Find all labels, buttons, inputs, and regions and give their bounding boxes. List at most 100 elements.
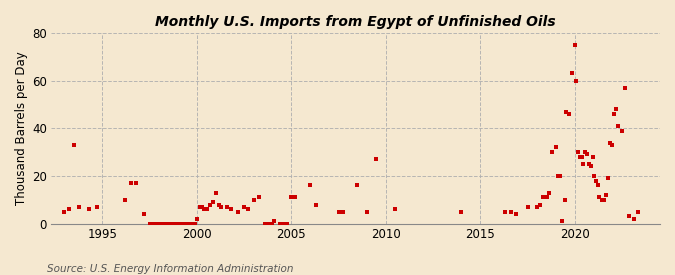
Point	[310, 202, 321, 207]
Point	[628, 217, 639, 221]
Point	[333, 210, 344, 214]
Point	[578, 162, 589, 166]
Point	[131, 181, 142, 185]
Point	[571, 78, 582, 83]
Text: Source: U.S. Energy Information Administration: Source: U.S. Energy Information Administ…	[47, 264, 294, 274]
Point	[182, 221, 193, 226]
Point	[84, 207, 95, 211]
Point	[150, 221, 161, 226]
Point	[633, 210, 644, 214]
Point	[188, 221, 198, 226]
Point	[624, 214, 634, 219]
Point	[371, 157, 382, 161]
Point	[171, 221, 182, 226]
Point	[305, 183, 316, 188]
Point	[559, 197, 570, 202]
Point	[592, 183, 603, 188]
Point	[152, 221, 163, 226]
Point	[233, 210, 244, 214]
Point	[254, 195, 265, 200]
Point	[594, 195, 605, 200]
Point	[174, 221, 185, 226]
Point	[605, 140, 616, 145]
Point	[213, 202, 224, 207]
Point	[290, 195, 300, 200]
Point	[178, 221, 189, 226]
Point	[148, 221, 159, 226]
Point	[601, 193, 612, 197]
Point	[522, 205, 533, 209]
Point	[263, 221, 273, 226]
Point	[259, 221, 270, 226]
Point	[584, 162, 595, 166]
Point	[338, 210, 349, 214]
Point	[572, 150, 583, 154]
Point	[163, 221, 174, 226]
Point	[155, 221, 166, 226]
Point	[586, 164, 597, 169]
Point	[456, 210, 467, 214]
Point	[159, 221, 170, 226]
Point	[186, 221, 196, 226]
Point	[184, 221, 194, 226]
Point	[207, 200, 218, 204]
Point	[582, 152, 593, 157]
Point	[216, 205, 227, 209]
Point	[535, 202, 545, 207]
Point	[352, 183, 363, 188]
Point	[532, 205, 543, 209]
Point	[269, 219, 279, 223]
Point	[574, 155, 585, 159]
Point	[608, 112, 619, 116]
Point	[541, 195, 552, 200]
Point	[286, 195, 297, 200]
Point	[242, 207, 253, 211]
Point	[225, 207, 236, 211]
Point	[154, 221, 165, 226]
Point	[564, 112, 574, 116]
Point	[610, 107, 621, 111]
Point	[567, 71, 578, 76]
Point	[192, 217, 202, 221]
Point	[570, 43, 580, 47]
Point	[161, 221, 172, 226]
Point	[267, 221, 278, 226]
Point	[620, 86, 630, 90]
Point	[511, 212, 522, 216]
Point	[553, 174, 564, 178]
Point	[561, 109, 572, 114]
Point	[167, 221, 178, 226]
Point	[144, 221, 155, 226]
Point	[278, 221, 289, 226]
Point	[591, 178, 601, 183]
Point	[281, 221, 292, 226]
Point	[606, 143, 617, 147]
Point	[190, 221, 200, 226]
Point	[68, 143, 79, 147]
Point	[73, 205, 84, 209]
Point	[617, 128, 628, 133]
Point	[169, 221, 180, 226]
Point	[146, 221, 157, 226]
Point	[547, 150, 558, 154]
Point	[199, 207, 210, 211]
Point	[362, 210, 373, 214]
Point	[196, 205, 207, 209]
Point	[221, 205, 232, 209]
Point	[180, 221, 191, 226]
Point	[138, 212, 149, 216]
Point	[194, 205, 205, 209]
Point	[506, 210, 516, 214]
Point	[537, 195, 548, 200]
Point	[157, 221, 168, 226]
Point	[205, 202, 215, 207]
Point	[173, 221, 184, 226]
Point	[176, 221, 187, 226]
Point	[275, 221, 286, 226]
Point	[265, 221, 276, 226]
Point	[239, 205, 250, 209]
Point	[556, 219, 567, 223]
Point	[91, 205, 102, 209]
Point	[599, 197, 610, 202]
Point	[587, 155, 598, 159]
